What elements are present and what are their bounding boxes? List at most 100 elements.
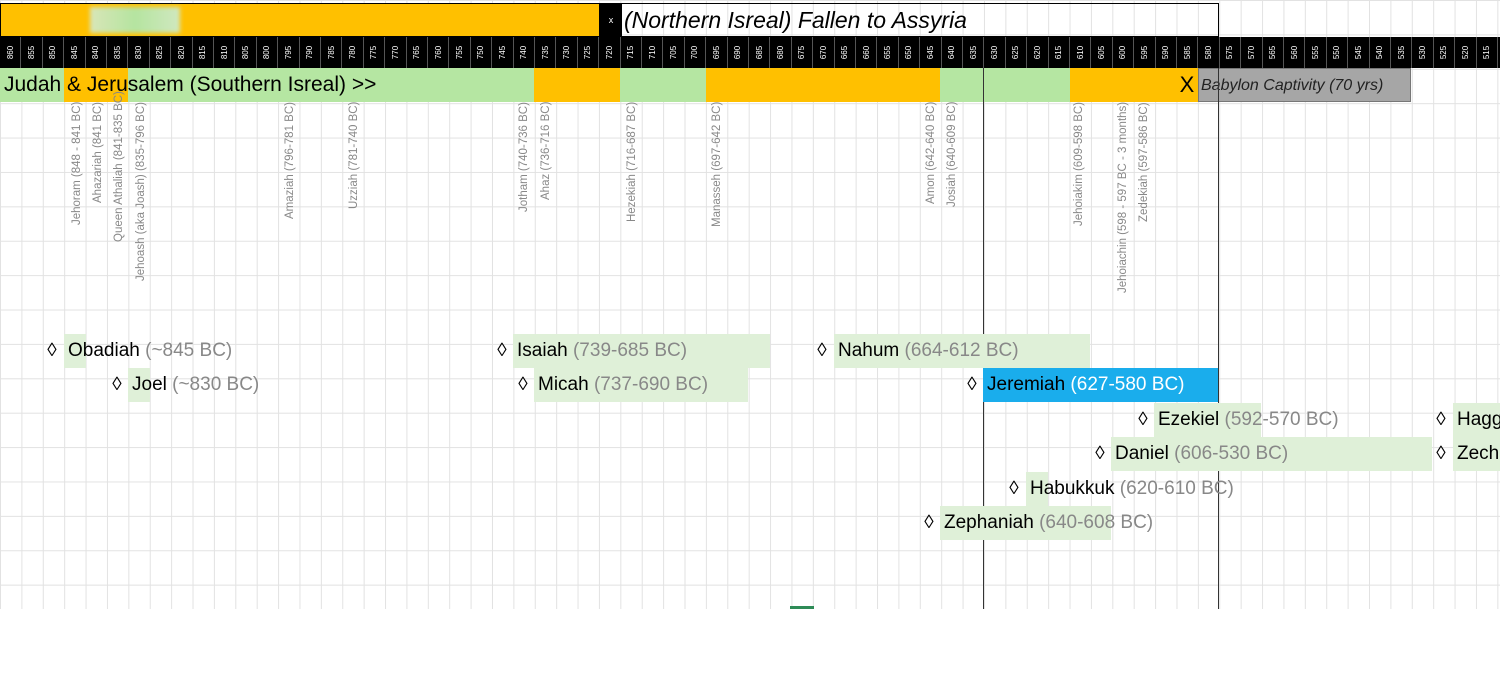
year-cell[interactable]: 790 — [300, 37, 321, 68]
year-cell[interactable]: 785 — [321, 37, 343, 68]
year-cell[interactable]: 795 — [278, 37, 300, 68]
diamond-icon: ◊ — [112, 374, 122, 396]
year-cell[interactable]: 760 — [428, 37, 450, 68]
year-label: 680 — [776, 45, 786, 60]
prophet-bar[interactable] — [1154, 402, 1261, 437]
year-label: 830 — [134, 45, 144, 60]
year-cell[interactable]: 570 — [1241, 37, 1263, 68]
year-cell[interactable]: 520 — [1455, 37, 1477, 68]
year-cell[interactable]: 575 — [1220, 37, 1242, 68]
year-cell[interactable]: 745 — [492, 37, 514, 68]
year-cell[interactable]: 770 — [385, 37, 407, 68]
year-cell[interactable]: 650 — [899, 37, 921, 68]
year-cell[interactable]: 660 — [856, 37, 878, 68]
year-cell[interactable]: 815 — [193, 37, 214, 68]
year-cell[interactable]: 680 — [770, 37, 792, 68]
year-cell[interactable]: 825 — [150, 37, 172, 68]
year-cell[interactable]: 655 — [877, 37, 899, 68]
year-label: 805 — [241, 45, 251, 60]
prophet-bar[interactable] — [1111, 437, 1432, 472]
year-cell[interactable]: 625 — [1006, 37, 1028, 68]
year-cell[interactable]: 565 — [1263, 37, 1284, 68]
prophet-bar[interactable] — [1453, 437, 1500, 472]
prophet-dates: (~845 BC) — [139, 340, 233, 361]
year-label: 595 — [1139, 45, 1149, 60]
year-cell[interactable]: 740 — [514, 37, 535, 68]
year-cell[interactable]: 525 — [1434, 37, 1456, 68]
prophet-bar[interactable] — [1453, 402, 1500, 437]
year-cell[interactable]: 840 — [86, 37, 107, 68]
year-cell[interactable]: 780 — [342, 37, 364, 68]
prophet-bar[interactable] — [983, 368, 1218, 403]
prophet-dates: (739-685 BC) — [567, 340, 688, 361]
year-cell[interactable]: 830 — [128, 37, 150, 68]
year-label: 745 — [497, 45, 507, 60]
year-cell[interactable]: 640 — [942, 37, 963, 68]
prophet-bar[interactable] — [128, 368, 150, 403]
year-cell[interactable]: 845 — [64, 37, 86, 68]
year-cell[interactable]: 775 — [364, 37, 386, 68]
year-cell[interactable]: 630 — [984, 37, 1006, 68]
prophet-bar[interactable] — [1026, 471, 1048, 506]
year-cell[interactable]: 530 — [1412, 37, 1434, 68]
northern-title-cell[interactable] — [622, 3, 1219, 37]
year-cell[interactable]: 810 — [214, 37, 236, 68]
northern-end-mark[interactable]: x — [600, 3, 622, 37]
year-cell[interactable]: 735 — [535, 37, 557, 68]
year-cell[interactable]: 690 — [728, 37, 749, 68]
year-label: 570 — [1246, 45, 1256, 60]
year-cell[interactable]: 600 — [1113, 37, 1135, 68]
year-cell[interactable]: 545 — [1348, 37, 1370, 68]
year-cell[interactable]: 610 — [1070, 37, 1092, 68]
year-label: 555 — [1311, 45, 1321, 60]
year-cell[interactable]: 595 — [1134, 37, 1156, 68]
year-cell[interactable]: 555 — [1305, 37, 1327, 68]
year-cell[interactable]: 670 — [813, 37, 835, 68]
year-cell[interactable]: 720 — [599, 37, 621, 68]
prophet-bar[interactable] — [513, 334, 770, 368]
year-cell[interactable]: 635 — [963, 37, 985, 68]
year-cell[interactable]: 805 — [235, 37, 257, 68]
prophet-bar[interactable] — [64, 334, 86, 368]
judah-row[interactable] — [0, 68, 1411, 102]
year-label: 585 — [1182, 45, 1192, 60]
year-cell[interactable]: 730 — [556, 37, 578, 68]
year-cell[interactable]: 620 — [1027, 37, 1049, 68]
year-cell[interactable]: 535 — [1391, 37, 1413, 68]
year-cell[interactable]: 800 — [257, 37, 279, 68]
year-cell[interactable]: 700 — [685, 37, 707, 68]
year-cell[interactable]: 515 — [1477, 37, 1498, 68]
year-cell[interactable]: 705 — [663, 37, 685, 68]
year-cell[interactable]: 580 — [1198, 37, 1220, 68]
diamond-icon: ◊ — [817, 340, 827, 361]
year-cell[interactable]: 855 — [21, 37, 43, 68]
prophet-bar[interactable] — [534, 368, 748, 403]
year-cell[interactable]: 755 — [449, 37, 471, 68]
year-cell[interactable]: 540 — [1370, 37, 1391, 68]
year-cell[interactable]: 765 — [407, 37, 428, 68]
spreadsheet-grid[interactable]: x (Northern Isreal) Fallen to Assyria 86… — [0, 0, 1500, 609]
year-cell[interactable]: 725 — [578, 37, 600, 68]
year-cell[interactable]: 685 — [749, 37, 771, 68]
prophet-dates: (~830 BC) — [166, 374, 260, 396]
babylon-captivity-cell[interactable]: Babylon Captivity (70 yrs) — [1198, 68, 1411, 102]
year-cell[interactable]: 645 — [920, 37, 942, 68]
year-cell[interactable]: 715 — [621, 37, 642, 68]
prophet-bar[interactable] — [834, 334, 1090, 368]
year-cell[interactable]: 850 — [43, 37, 65, 68]
year-cell[interactable]: 835 — [107, 37, 129, 68]
year-cell[interactable]: 665 — [835, 37, 856, 68]
year-cell[interactable]: 590 — [1156, 37, 1177, 68]
year-cell[interactable]: 605 — [1091, 37, 1113, 68]
prophet-bar[interactable] — [940, 506, 1111, 540]
year-cell[interactable]: 820 — [171, 37, 193, 68]
year-cell[interactable]: 860 — [0, 37, 22, 68]
year-cell[interactable]: 585 — [1177, 37, 1199, 68]
year-cell[interactable]: 675 — [792, 37, 814, 68]
year-cell[interactable]: 550 — [1327, 37, 1349, 68]
year-cell[interactable]: 695 — [706, 37, 728, 68]
year-cell[interactable]: 560 — [1284, 37, 1306, 68]
year-cell[interactable]: 615 — [1049, 37, 1070, 68]
year-cell[interactable]: 710 — [642, 37, 664, 68]
year-cell[interactable]: 750 — [471, 37, 493, 68]
